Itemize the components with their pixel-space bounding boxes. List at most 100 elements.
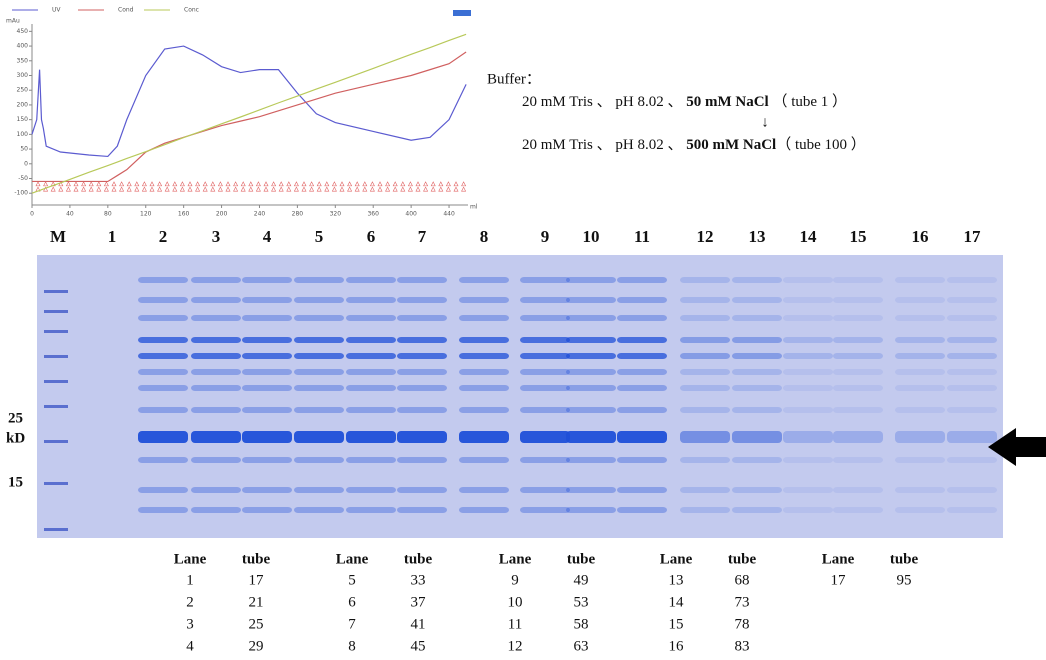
table-cell: 8: [348, 638, 356, 654]
fraction-marker: [430, 186, 436, 192]
gel-band: [191, 315, 241, 321]
fraction-marker: [134, 186, 140, 192]
lane-label: 9: [541, 227, 550, 246]
fraction-marker: [278, 186, 284, 192]
fraction-marker: [202, 186, 208, 192]
y-tick-label: 450: [17, 28, 29, 35]
marker-unit: kD: [6, 430, 25, 446]
fraction-marker: [111, 186, 117, 192]
gel-band: [680, 507, 730, 513]
lane-label: 12: [697, 227, 714, 246]
tube: （ tube 1 ）: [769, 93, 847, 110]
fraction-marker: [354, 181, 360, 187]
gel-band: [680, 457, 730, 463]
ladder-band: [44, 290, 68, 293]
gel-band: [566, 337, 616, 343]
buffer-arrow: ↓: [761, 114, 769, 130]
fraction-marker: [73, 186, 79, 192]
table-cell: 9: [511, 572, 519, 588]
tube: （ tube 100 ）: [776, 136, 866, 153]
gel-band: [397, 353, 447, 359]
gel-band: [397, 369, 447, 375]
gel-band: [242, 277, 292, 283]
ladder-band: [44, 355, 68, 358]
gel-band: [566, 507, 616, 513]
y-tick-label: -50: [18, 175, 28, 182]
lane-label: 16: [912, 227, 929, 246]
fraction-marker: [134, 181, 140, 187]
fraction-marker: [187, 186, 193, 192]
table-cell: 78: [735, 616, 750, 632]
gel-band: [732, 369, 782, 375]
gel-band: [783, 353, 833, 359]
gel-band: [833, 315, 883, 321]
gel-band: [783, 315, 833, 321]
gel-band: [459, 337, 509, 343]
table-header: Lane: [499, 551, 532, 567]
salt: 500 mM NaCl: [686, 137, 776, 153]
table-cell: 3: [186, 616, 194, 632]
x-tick-label: 400: [405, 211, 417, 218]
fraction-marker: [362, 186, 368, 192]
fraction-marker: [331, 186, 337, 192]
table-cell: 12: [508, 638, 523, 654]
gel-band: [947, 315, 997, 321]
fraction-marker: [324, 186, 330, 192]
gel-band: [566, 353, 616, 359]
legend-label: UV: [52, 7, 61, 14]
gel-band: [783, 337, 833, 343]
gel-band: [520, 337, 570, 343]
gel-band: [459, 277, 509, 283]
gel-band: [833, 369, 883, 375]
gel-band: [242, 337, 292, 343]
fraction-marker: [119, 181, 125, 187]
fraction-marker: [415, 186, 421, 192]
fraction-marker: [278, 181, 284, 187]
gel-band: [138, 297, 188, 303]
table-header: Lane: [660, 551, 693, 567]
gel-band: [138, 457, 188, 463]
gel-band: [346, 277, 396, 283]
table-cell: 15: [669, 616, 684, 632]
fraction-marker: [385, 181, 391, 187]
fraction-marker: [316, 181, 322, 187]
fraction-marker: [347, 181, 353, 187]
lane-label: 17: [964, 227, 982, 246]
table-cell: 16: [669, 638, 685, 654]
fraction-marker: [377, 186, 383, 192]
fraction-marker: [141, 181, 147, 187]
gel-band: [191, 353, 241, 359]
gel-band: [191, 431, 241, 443]
fraction-marker: [225, 186, 231, 192]
lane-label: 3: [212, 227, 221, 246]
table-cell: 53: [574, 594, 589, 610]
y-axis-label: mAu: [6, 18, 20, 25]
x-tick-label: 360: [367, 211, 379, 218]
gel-band: [346, 457, 396, 463]
gel-band: [459, 385, 509, 391]
fraction-marker: [73, 181, 79, 187]
table-cell: 63: [574, 638, 589, 654]
gel-band: [242, 353, 292, 359]
gel-band: [294, 297, 344, 303]
fraction-marker: [58, 181, 64, 187]
gel-band: [895, 487, 945, 493]
table-cell: 45: [411, 638, 426, 654]
fraction-marker: [461, 181, 467, 187]
y-tick-label: 100: [17, 131, 29, 138]
fraction-marker: [430, 181, 436, 187]
y-tick-label: 150: [17, 116, 29, 123]
fraction-marker: [301, 186, 307, 192]
gel-band: [294, 353, 344, 359]
gel-band: [138, 385, 188, 391]
fraction-marker: [438, 181, 444, 187]
lane-label: M: [50, 227, 66, 246]
lane-label: 7: [418, 227, 427, 246]
fraction-marker: [240, 186, 246, 192]
gel-band: [732, 457, 782, 463]
gel-band: [947, 457, 997, 463]
gel-band: [520, 407, 570, 413]
gel-band: [783, 297, 833, 303]
gel-band: [732, 487, 782, 493]
gel-band: [833, 487, 883, 493]
